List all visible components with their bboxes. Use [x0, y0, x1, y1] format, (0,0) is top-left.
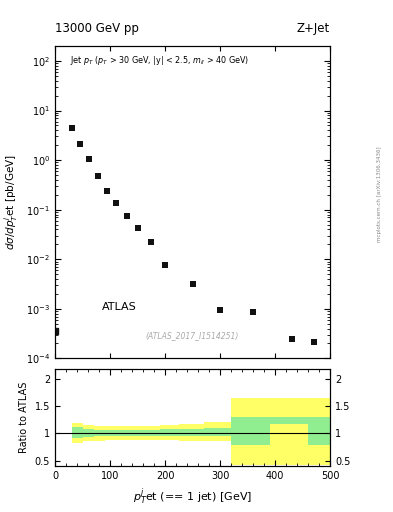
Bar [116, 430, 129, 436]
Bar [231, 417, 270, 445]
Text: mcplots.cern.ch [arXiv:1306.3436]: mcplots.cern.ch [arXiv:1306.3436] [377, 147, 382, 242]
Bar [308, 398, 330, 465]
Y-axis label: $d\sigma/dp_{T}^{j}$et [pb/GeV]: $d\sigma/dp_{T}^{j}$et [pb/GeV] [2, 154, 20, 250]
Bar [179, 429, 204, 436]
Text: (ATLAS_2017_I1514251): (ATLAS_2017_I1514251) [146, 331, 239, 339]
Bar [204, 428, 231, 436]
Bar [129, 426, 143, 440]
Bar [83, 429, 94, 437]
Text: ATLAS: ATLAS [102, 302, 136, 312]
Bar [270, 417, 308, 424]
Bar [204, 421, 231, 440]
Bar [72, 423, 83, 443]
Bar [143, 426, 160, 440]
X-axis label: $p_{T}^{j}$et (== 1 jet) [GeV]: $p_{T}^{j}$et (== 1 jet) [GeV] [133, 486, 252, 507]
Bar [231, 398, 270, 465]
Text: 13000 GeV pp: 13000 GeV pp [55, 22, 139, 35]
Bar [94, 430, 105, 436]
Bar [83, 425, 94, 441]
Bar [270, 398, 308, 465]
Bar [179, 424, 204, 440]
Bar [129, 430, 143, 436]
Text: Z+Jet: Z+Jet [297, 22, 330, 35]
Bar [72, 427, 83, 438]
Bar [160, 425, 179, 440]
Bar [105, 430, 116, 436]
Text: Jet $p_{T}$ ($p_{T}$ > 30 GeV, |y| < 2.5, $m_{ll}$ > 40 GeV): Jet $p_{T}$ ($p_{T}$ > 30 GeV, |y| < 2.5… [70, 54, 249, 67]
Bar [94, 426, 105, 440]
Bar [308, 417, 330, 445]
Bar [160, 429, 179, 436]
Bar [105, 426, 116, 440]
Bar [116, 426, 129, 440]
Bar [143, 430, 160, 436]
Y-axis label: Ratio to ATLAS: Ratio to ATLAS [19, 381, 29, 453]
